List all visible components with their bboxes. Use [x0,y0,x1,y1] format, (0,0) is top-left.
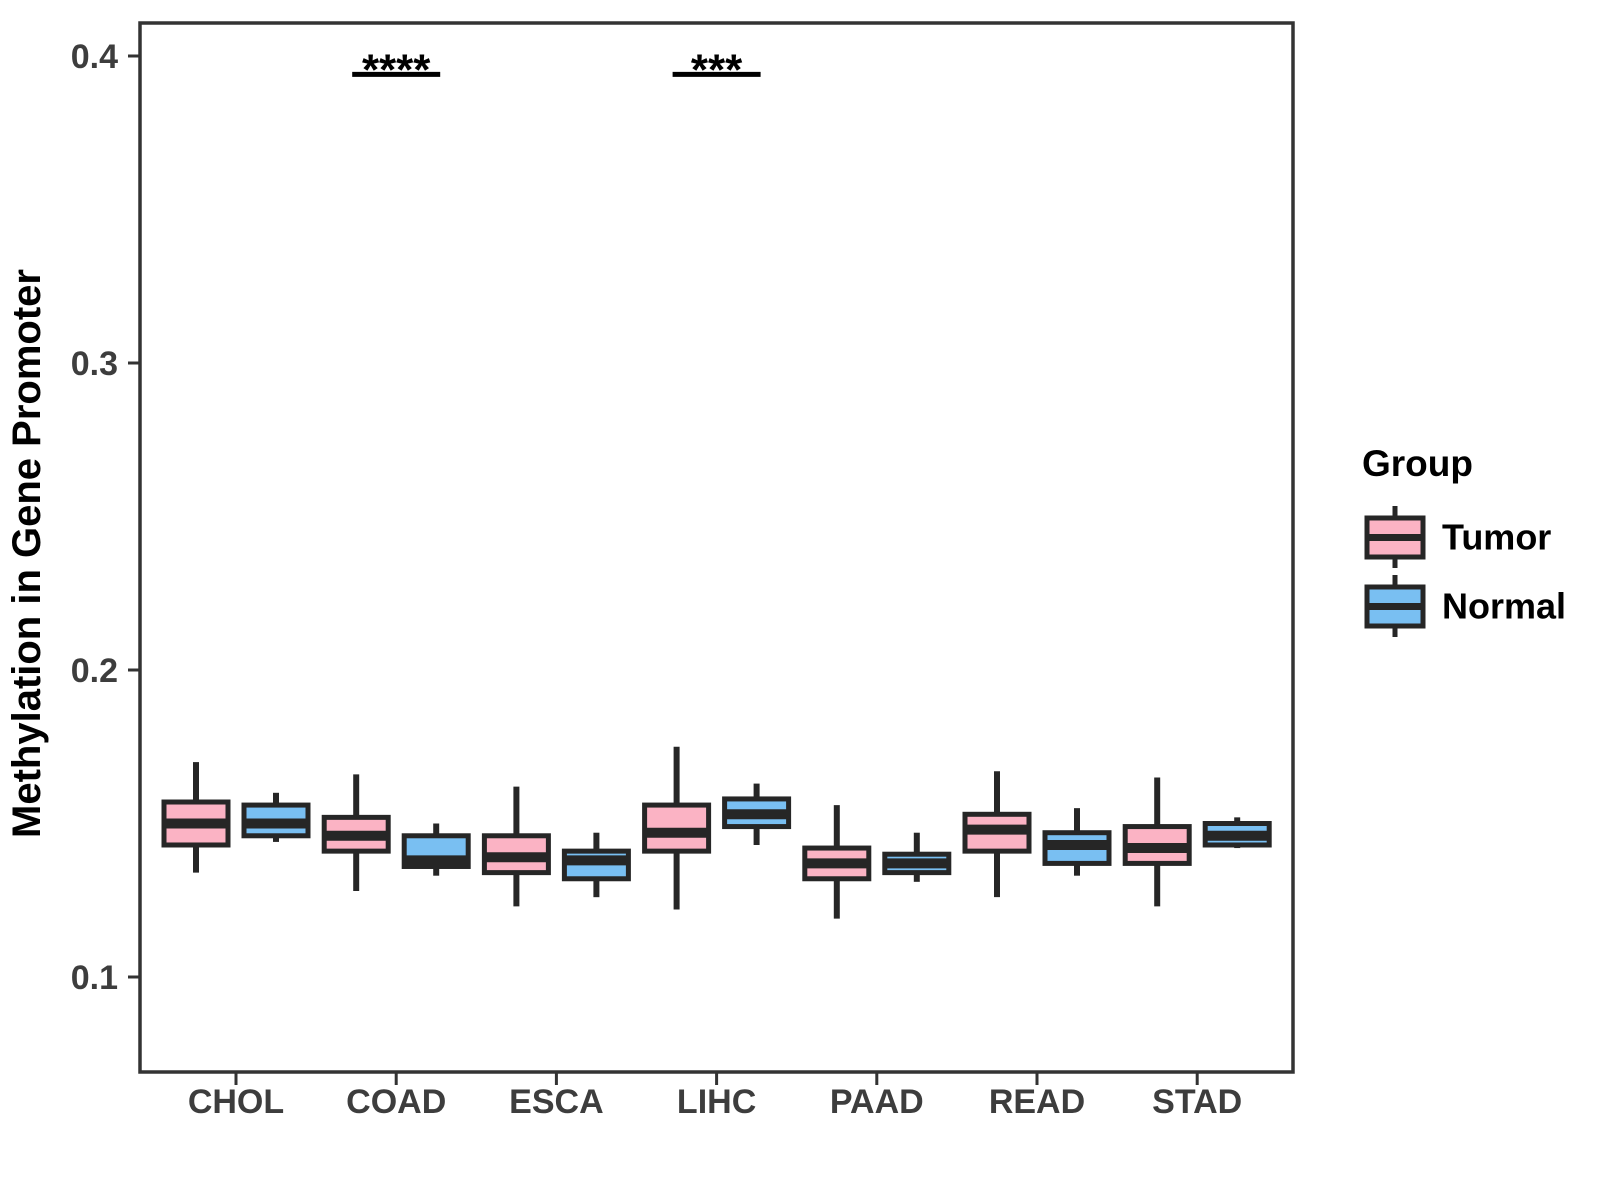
y-tick-label: 0.1 [71,959,118,997]
x-tick-label-paad: PAAD [830,1083,924,1121]
legend-label-tumor: Tumor [1442,517,1551,558]
x-tick-label-chol: CHOL [188,1083,284,1121]
panel-border [138,21,1295,1074]
significance-stars-lihc: *** [691,45,743,94]
x-tick-label-lihc: LIHC [677,1083,756,1121]
x-tick-label-esca: ESCA [509,1083,603,1121]
legend-title: Group [1362,443,1473,484]
x-tick-label-coad: COAD [346,1083,446,1121]
y-tick-label: 0.3 [71,345,118,383]
y-axis-title: Methylation in Gene Promoter [5,269,49,838]
significance-stars-coad: **** [362,45,431,94]
x-tick-label-stad: STAD [1152,1083,1242,1121]
y-tick-label: 0.2 [71,652,118,690]
x-tick-label-read: READ [989,1083,1085,1121]
y-tick-label: 0.4 [71,38,118,76]
legend-label-normal: Normal [1442,586,1566,627]
